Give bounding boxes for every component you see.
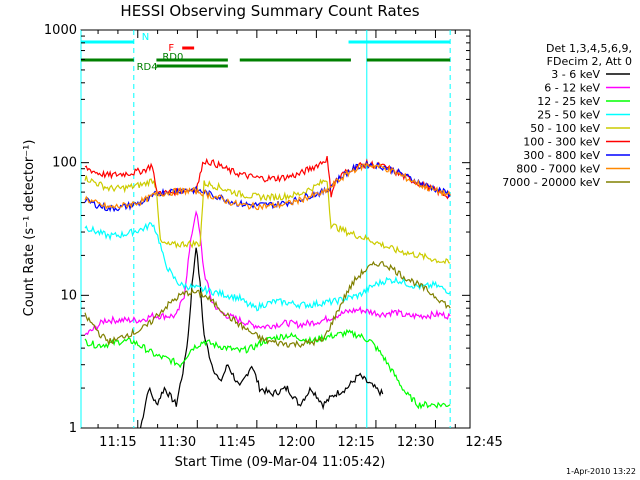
- legend-header-line: FDecim 2, Att 0: [547, 55, 632, 68]
- x-tick-label: 12:00: [278, 435, 315, 450]
- legend-label: 25 - 50 keV: [537, 109, 600, 122]
- series-line-7: [84, 162, 451, 211]
- series-line-1: [84, 209, 451, 336]
- y-tick-label: 100: [52, 156, 77, 171]
- x-tick-label: 12:30: [397, 435, 434, 450]
- legend: Det 1,3,4,5,6,9,FDecim 2, Att 03 - 6 keV…: [502, 42, 632, 189]
- series-line-4: [84, 175, 451, 265]
- legend-label: 3 - 6 keV: [551, 68, 600, 81]
- legend-label: 300 - 800 keV: [523, 149, 600, 162]
- series-line-5: [84, 155, 451, 200]
- x-tick-label: 12:15: [337, 435, 374, 450]
- y-tick-label: 10: [60, 288, 77, 303]
- y-tick-label: 1000: [44, 23, 77, 38]
- flag-label-n: N: [142, 32, 149, 43]
- series-line-2: [84, 328, 451, 410]
- legend-label: 100 - 300 keV: [523, 136, 600, 149]
- legend-label: 800 - 7000 keV: [516, 163, 600, 176]
- series-line-8: [84, 260, 451, 349]
- flag-label-f: F: [168, 43, 174, 54]
- legend-label: 6 - 12 keV: [544, 82, 600, 95]
- x-tick-label: 12:45: [465, 435, 502, 450]
- x-tick-label: 11:30: [159, 435, 196, 450]
- series-line-0: [139, 247, 384, 429]
- legend-label: 50 - 100 keV: [530, 122, 600, 135]
- x-tick-label: 11:45: [218, 435, 255, 450]
- x-axis-label: Start Time (09-Mar-04 11:05:42): [175, 455, 386, 470]
- legend-label: 12 - 25 keV: [537, 95, 600, 108]
- legend-label: 7000 - 20000 keV: [502, 176, 600, 189]
- footer-date: 1-Apr-2010 13:22: [566, 467, 636, 476]
- flag-label-rd4: RD4: [137, 62, 158, 73]
- flag-label-rd0: RD0: [162, 52, 183, 63]
- series-line-3: [84, 221, 451, 312]
- x-tick-label: 11:15: [99, 435, 136, 450]
- y-axis-label: Count Rate (s⁻¹ detector⁻¹): [22, 140, 37, 317]
- legend-header-line: Det 1,3,4,5,6,9,: [546, 42, 632, 55]
- y-tick-label: 1: [69, 421, 77, 436]
- chart-title: HESSI Observing Summary Count Rates: [120, 2, 419, 20]
